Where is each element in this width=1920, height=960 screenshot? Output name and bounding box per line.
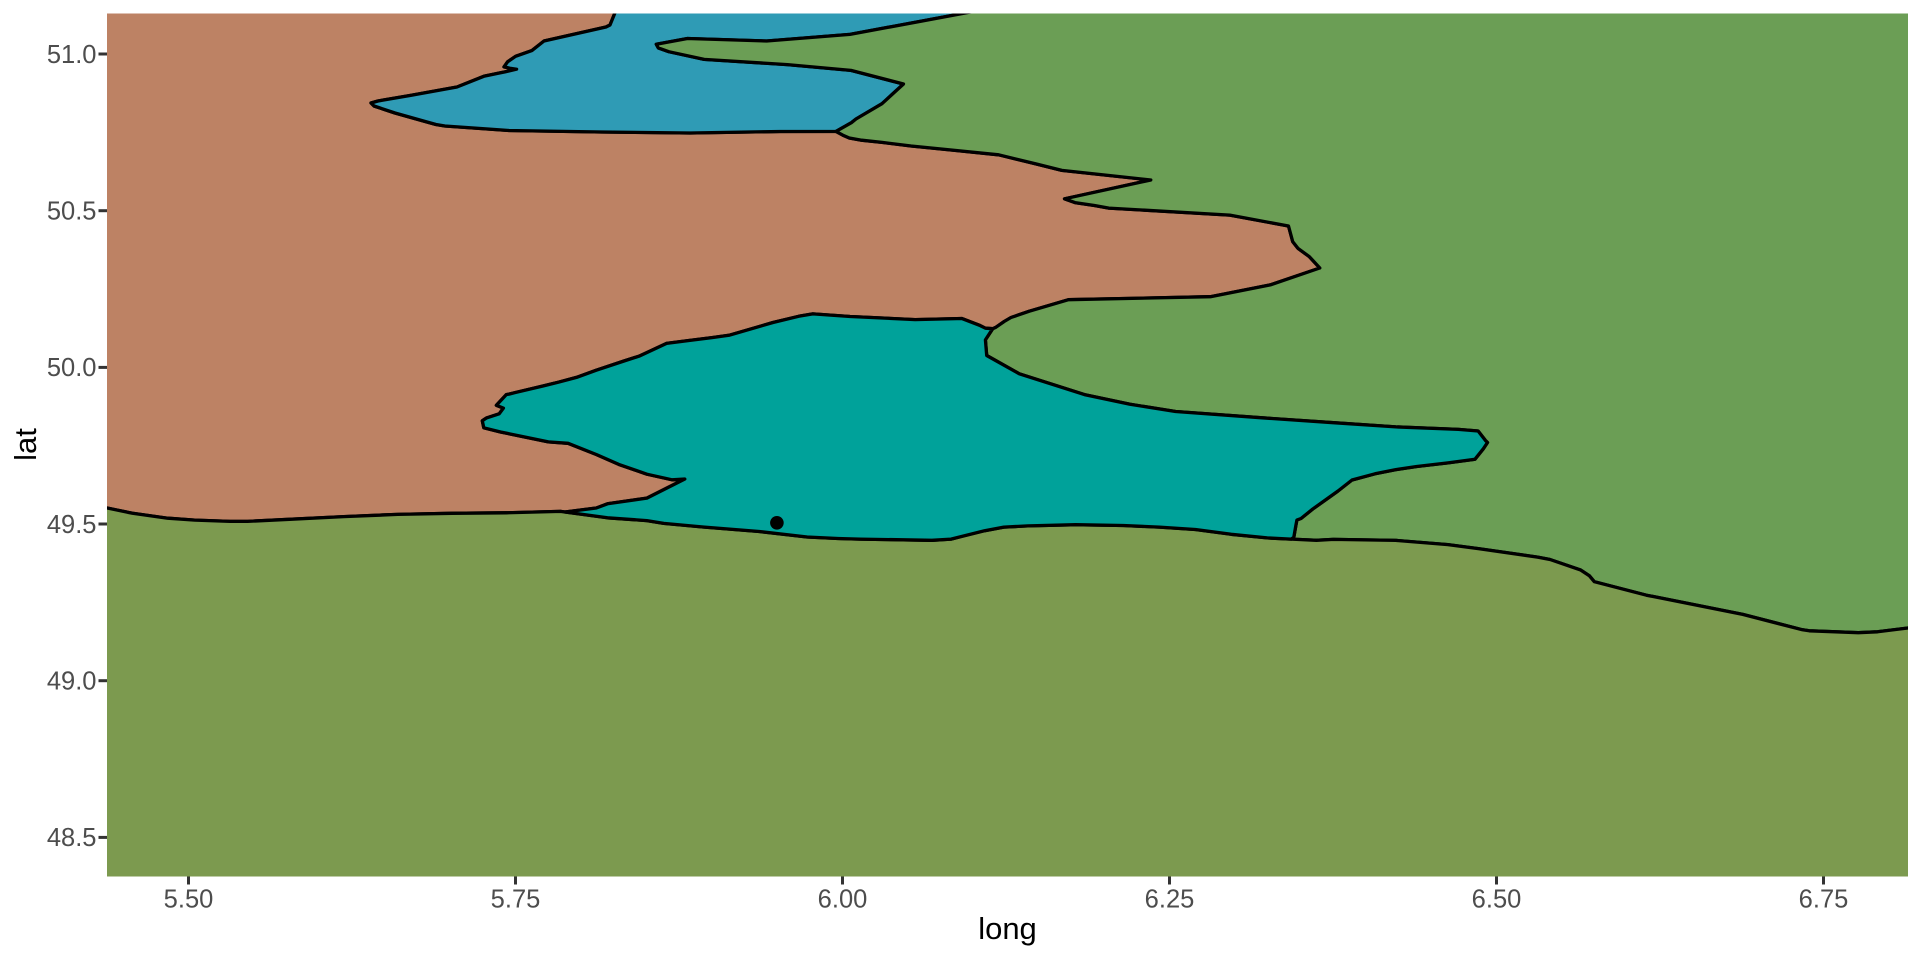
svg-text:6.75: 6.75 (1799, 886, 1849, 914)
svg-text:50.0: 50.0 (47, 354, 97, 382)
svg-text:51.0: 51.0 (47, 41, 97, 69)
svg-text:50.5: 50.5 (47, 198, 97, 226)
svg-text:5.75: 5.75 (491, 886, 541, 914)
svg-text:6.50: 6.50 (1472, 886, 1522, 914)
svg-text:lat: lat (8, 428, 43, 461)
svg-text:49.0: 49.0 (47, 668, 97, 696)
svg-text:long: long (978, 911, 1037, 946)
svg-text:6.00: 6.00 (818, 886, 868, 914)
svg-text:5.50: 5.50 (164, 886, 214, 914)
svg-text:48.5: 48.5 (47, 824, 97, 852)
svg-text:49.5: 49.5 (47, 511, 97, 539)
svg-text:6.25: 6.25 (1145, 886, 1195, 914)
